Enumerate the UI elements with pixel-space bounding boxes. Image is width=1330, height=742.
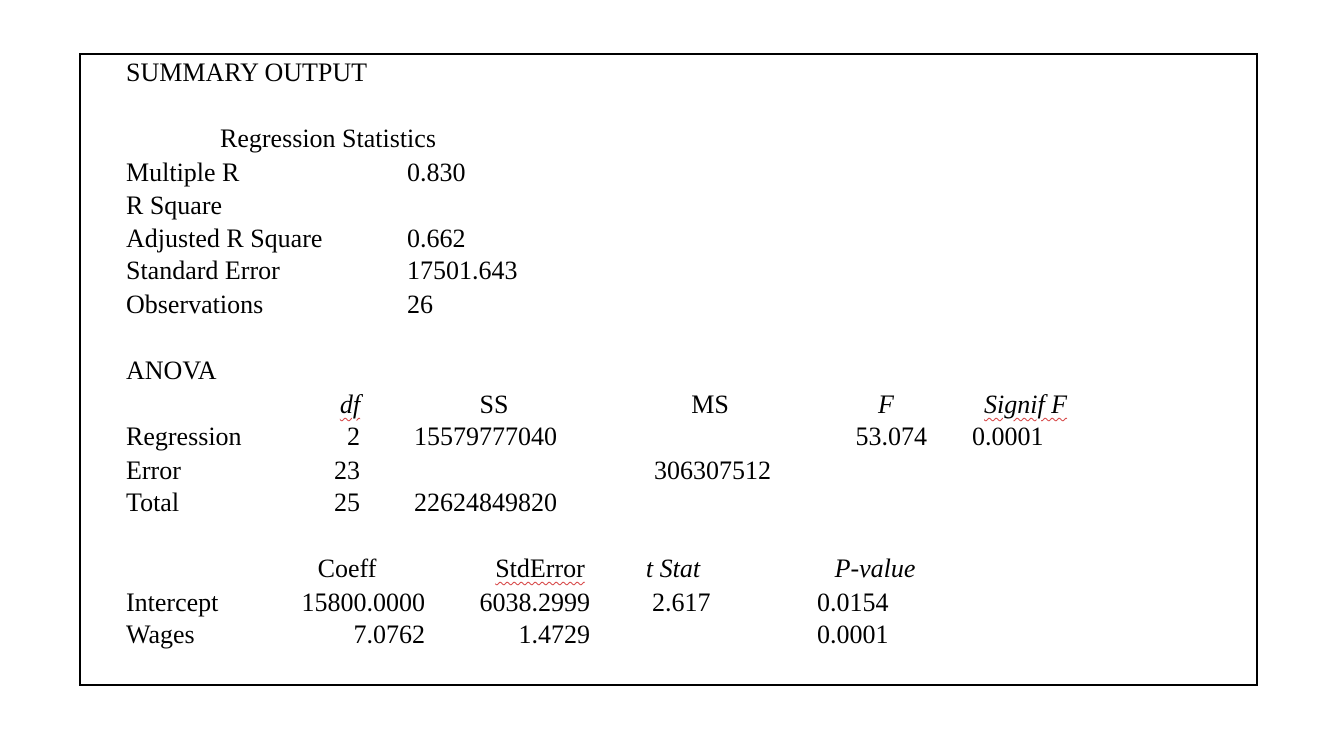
stat-value-multiple-r: 0.830	[407, 158, 466, 187]
anova-regression-ss: 15579777040	[414, 422, 557, 451]
anova-row-label-error: Error	[126, 456, 181, 485]
anova-header-df: df	[320, 390, 380, 420]
anova-header-ss: SS	[479, 390, 509, 419]
anova-error-ms: 306307512	[654, 456, 771, 485]
stat-value-observations: 26	[407, 290, 433, 319]
stat-value-adjusted-r-square: 0.662	[407, 224, 466, 253]
anova-header-f: F	[878, 390, 894, 419]
coef-intercept-coeff: 15800.0000	[301, 588, 426, 617]
stat-value-standard-error: 17501.643	[407, 256, 518, 285]
coef-wages-stderror: 1.4729	[518, 620, 591, 649]
anova-regression-df: 2	[347, 422, 360, 451]
coef-header-coeff: Coeff	[317, 554, 377, 583]
coef-intercept-tstat: 2.617	[652, 588, 711, 617]
stat-label-multiple-r: Multiple R	[126, 158, 240, 187]
stat-label-r-square: R Square	[126, 191, 223, 220]
anova-error-df: 23	[334, 456, 360, 485]
anova-regression-signif-f: 0.0001	[972, 422, 1044, 451]
anova-row-label-total: Total	[126, 488, 180, 517]
summary-output-frame	[79, 53, 1258, 686]
anova-header-df-text: df	[339, 390, 361, 419]
stat-label-observations: Observations	[126, 290, 264, 319]
coef-intercept-stderror: 6038.2999	[479, 588, 591, 617]
regression-statistics-heading: Regression Statistics	[220, 124, 436, 153]
anova-heading: ANOVA	[126, 356, 217, 385]
anova-header-ms: MS	[691, 390, 729, 419]
stat-label-adjusted-r-square: Adjusted R Square	[126, 224, 323, 253]
stat-label-standard-error: Standard Error	[126, 256, 280, 285]
anova-header-signif-f-text: Signif F	[984, 390, 1068, 419]
coef-header-tstat: t Stat	[645, 554, 701, 583]
summary-title: SUMMARY OUTPUT	[126, 58, 368, 87]
anova-regression-f: 53.074	[855, 422, 928, 451]
anova-row-label-regression: Regression	[126, 422, 242, 451]
coef-wages-coeff: 7.0762	[353, 620, 426, 649]
coef-intercept-pvalue: 0.0154	[817, 588, 889, 617]
coef-row-label-intercept: Intercept	[126, 588, 219, 617]
anova-header-signif-f: Signif F	[984, 390, 1067, 420]
coef-header-stderror-text: StdError	[495, 554, 585, 583]
coef-header-pvalue: P-value	[834, 554, 916, 583]
coef-wages-pvalue: 0.0001	[817, 620, 889, 649]
anova-total-df: 25	[334, 488, 360, 517]
coef-header-stderror: StdError	[480, 554, 600, 584]
coef-row-label-wages: Wages	[126, 620, 195, 649]
anova-total-ss: 22624849820	[414, 488, 557, 517]
